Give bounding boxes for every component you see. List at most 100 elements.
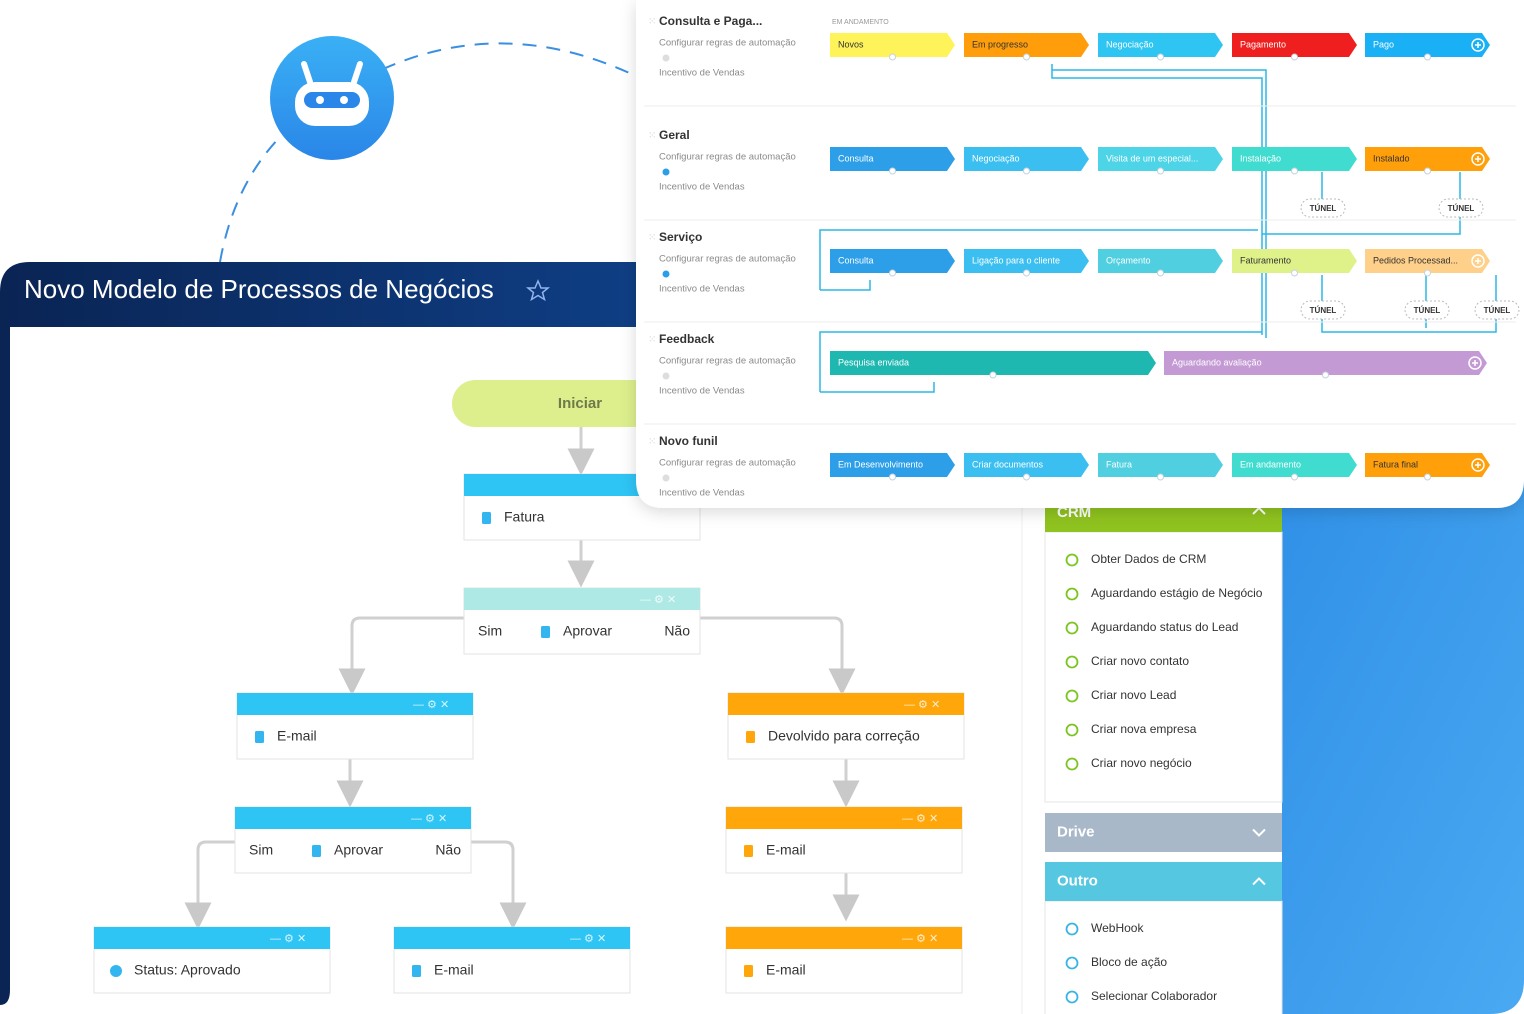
sidebar-item[interactable]: Selecionar Colaborador <box>1091 989 1217 1003</box>
sidebar-item[interactable]: WebHook <box>1091 921 1144 935</box>
stage-dot <box>1023 53 1030 61</box>
node-header <box>726 807 962 829</box>
drag-handle: ⁙ <box>648 437 656 448</box>
stage[interactable] <box>1098 147 1223 171</box>
node-controls: — ⚙ ✕ <box>902 933 938 945</box>
stage[interactable] <box>1232 453 1357 477</box>
incentive-link[interactable]: Incentivo de Vendas <box>659 284 745 295</box>
incentive-link[interactable]: Incentivo de Vendas <box>659 182 745 193</box>
stage[interactable] <box>1232 147 1357 171</box>
stage-dot <box>1424 167 1431 175</box>
item-icon <box>1065 922 1079 936</box>
stage[interactable] <box>964 453 1089 477</box>
pipeline-name[interactable]: Feedback <box>659 332 715 346</box>
stage[interactable] <box>830 249 955 273</box>
section-header[interactable] <box>1045 813 1282 852</box>
stage[interactable] <box>1232 33 1357 57</box>
stage-dot <box>889 53 896 61</box>
section-header[interactable] <box>1045 862 1282 901</box>
add-stage[interactable] <box>1471 152 1485 166</box>
node-controls: — ⚙ ✕ <box>270 933 306 945</box>
stage-dot <box>1291 269 1298 277</box>
tunnel-badge <box>1300 300 1346 320</box>
item-icon <box>1065 757 1079 771</box>
tunnel-label: TÚNEL <box>1414 306 1441 315</box>
stage-label: Pesquisa enviada <box>838 357 909 367</box>
add-stage[interactable] <box>1468 356 1482 370</box>
incentive-link[interactable]: Incentivo de Vendas <box>659 68 745 79</box>
add-stage[interactable] <box>1471 458 1485 472</box>
sidebar-item[interactable]: Criar novo Lead <box>1091 688 1176 702</box>
add-stage-plus <box>1475 42 1481 48</box>
add-stage[interactable] <box>1471 254 1485 268</box>
node-header <box>394 927 630 949</box>
stage-dot <box>1424 473 1431 481</box>
drag-handle: ⁙ <box>648 233 656 244</box>
stage-label: Aguardando avaliação <box>1172 357 1262 367</box>
branch-no: Não <box>664 623 690 639</box>
stage[interactable] <box>830 453 955 477</box>
pipeline-name[interactable]: Geral <box>659 128 690 142</box>
stage-label: Fatura final <box>1373 459 1418 469</box>
node-icon <box>482 512 491 524</box>
stage[interactable] <box>1365 33 1490 57</box>
stage[interactable] <box>964 249 1089 273</box>
stage-dot <box>1291 53 1298 61</box>
automation-link[interactable]: Configurar regras de automação <box>659 38 796 49</box>
pipeline-name[interactable]: Consulta e Paga... <box>659 14 762 28</box>
tunnel-badge <box>1404 300 1450 320</box>
node-icon <box>744 965 753 977</box>
tunnel-label: TÚNEL <box>1310 306 1337 315</box>
blue-backdrop <box>1260 480 1524 1014</box>
node-label: E-mail <box>277 728 317 744</box>
stage[interactable] <box>1365 249 1490 273</box>
section-toggle[interactable] <box>1252 828 1266 837</box>
sidebar-item[interactable]: Bloco de ação <box>1091 955 1167 969</box>
automation-link[interactable]: Configurar regras de automação <box>659 458 796 469</box>
sidebar-item[interactable]: Criar novo contato <box>1091 654 1189 668</box>
pipeline-name[interactable]: Serviço <box>659 230 702 244</box>
editor-title: Novo Modelo de Processos de Negócios <box>24 274 494 304</box>
stage-label: Negociação <box>972 153 1020 163</box>
stage[interactable] <box>830 33 955 57</box>
stage-label: Faturamento <box>1240 255 1291 265</box>
stage[interactable] <box>1164 351 1487 375</box>
stage[interactable] <box>1098 453 1223 477</box>
stage[interactable] <box>1098 249 1223 273</box>
stage-label: Consulta <box>838 153 874 163</box>
favorite-star[interactable] <box>525 279 551 302</box>
section-body <box>1044 900 1283 1014</box>
stage-label: Visita de um especial... <box>1106 153 1198 163</box>
stage[interactable] <box>964 33 1089 57</box>
stage-label: Em Desenvolvimento <box>838 459 923 469</box>
stage[interactable] <box>830 351 1156 375</box>
stage[interactable] <box>1365 147 1490 171</box>
sidebar-item[interactable]: Aguardando estágio de Negócio <box>1091 586 1263 600</box>
automation-link[interactable]: Configurar regras de automação <box>659 152 796 163</box>
pipelines: ⁙ Consulta e Paga... Configurar regras de … <box>644 14 1520 499</box>
automation-link[interactable]: Configurar regras de automação <box>659 254 796 265</box>
section-toggle[interactable] <box>1252 877 1266 886</box>
item-icon <box>1065 553 1079 567</box>
pipeline-name[interactable]: Novo funil <box>659 434 718 448</box>
stage-label: Em andamento <box>1240 459 1301 469</box>
stage-label: Instalado <box>1373 153 1410 163</box>
node-controls: — ⚙ ✕ <box>413 699 449 711</box>
stage[interactable] <box>1098 33 1223 57</box>
sidebar-item[interactable]: Aguardando status do Lead <box>1091 620 1238 634</box>
stage-dot <box>1157 269 1164 277</box>
sidebar-item[interactable]: Criar novo negócio <box>1091 756 1192 770</box>
add-stage[interactable] <box>1471 38 1485 52</box>
stage[interactable] <box>1365 453 1490 477</box>
automation-link[interactable]: Configurar regras de automação <box>659 356 796 367</box>
sidebar-item[interactable]: Criar nova empresa <box>1091 722 1197 736</box>
sidebar: CRM Obter Dados de CRM Aguardando estágio … <box>1044 490 1283 1014</box>
stage[interactable] <box>964 147 1089 171</box>
incentive-link[interactable]: Incentivo de Vendas <box>659 488 745 499</box>
stage-label: Ligação para o cliente <box>972 255 1060 265</box>
sidebar-item[interactable]: Obter Dados de CRM <box>1091 552 1206 566</box>
tunnel-label: TÚNEL <box>1310 204 1337 213</box>
stage[interactable] <box>1232 249 1357 273</box>
incentive-link[interactable]: Incentivo de Vendas <box>659 386 745 397</box>
stage[interactable] <box>830 147 955 171</box>
